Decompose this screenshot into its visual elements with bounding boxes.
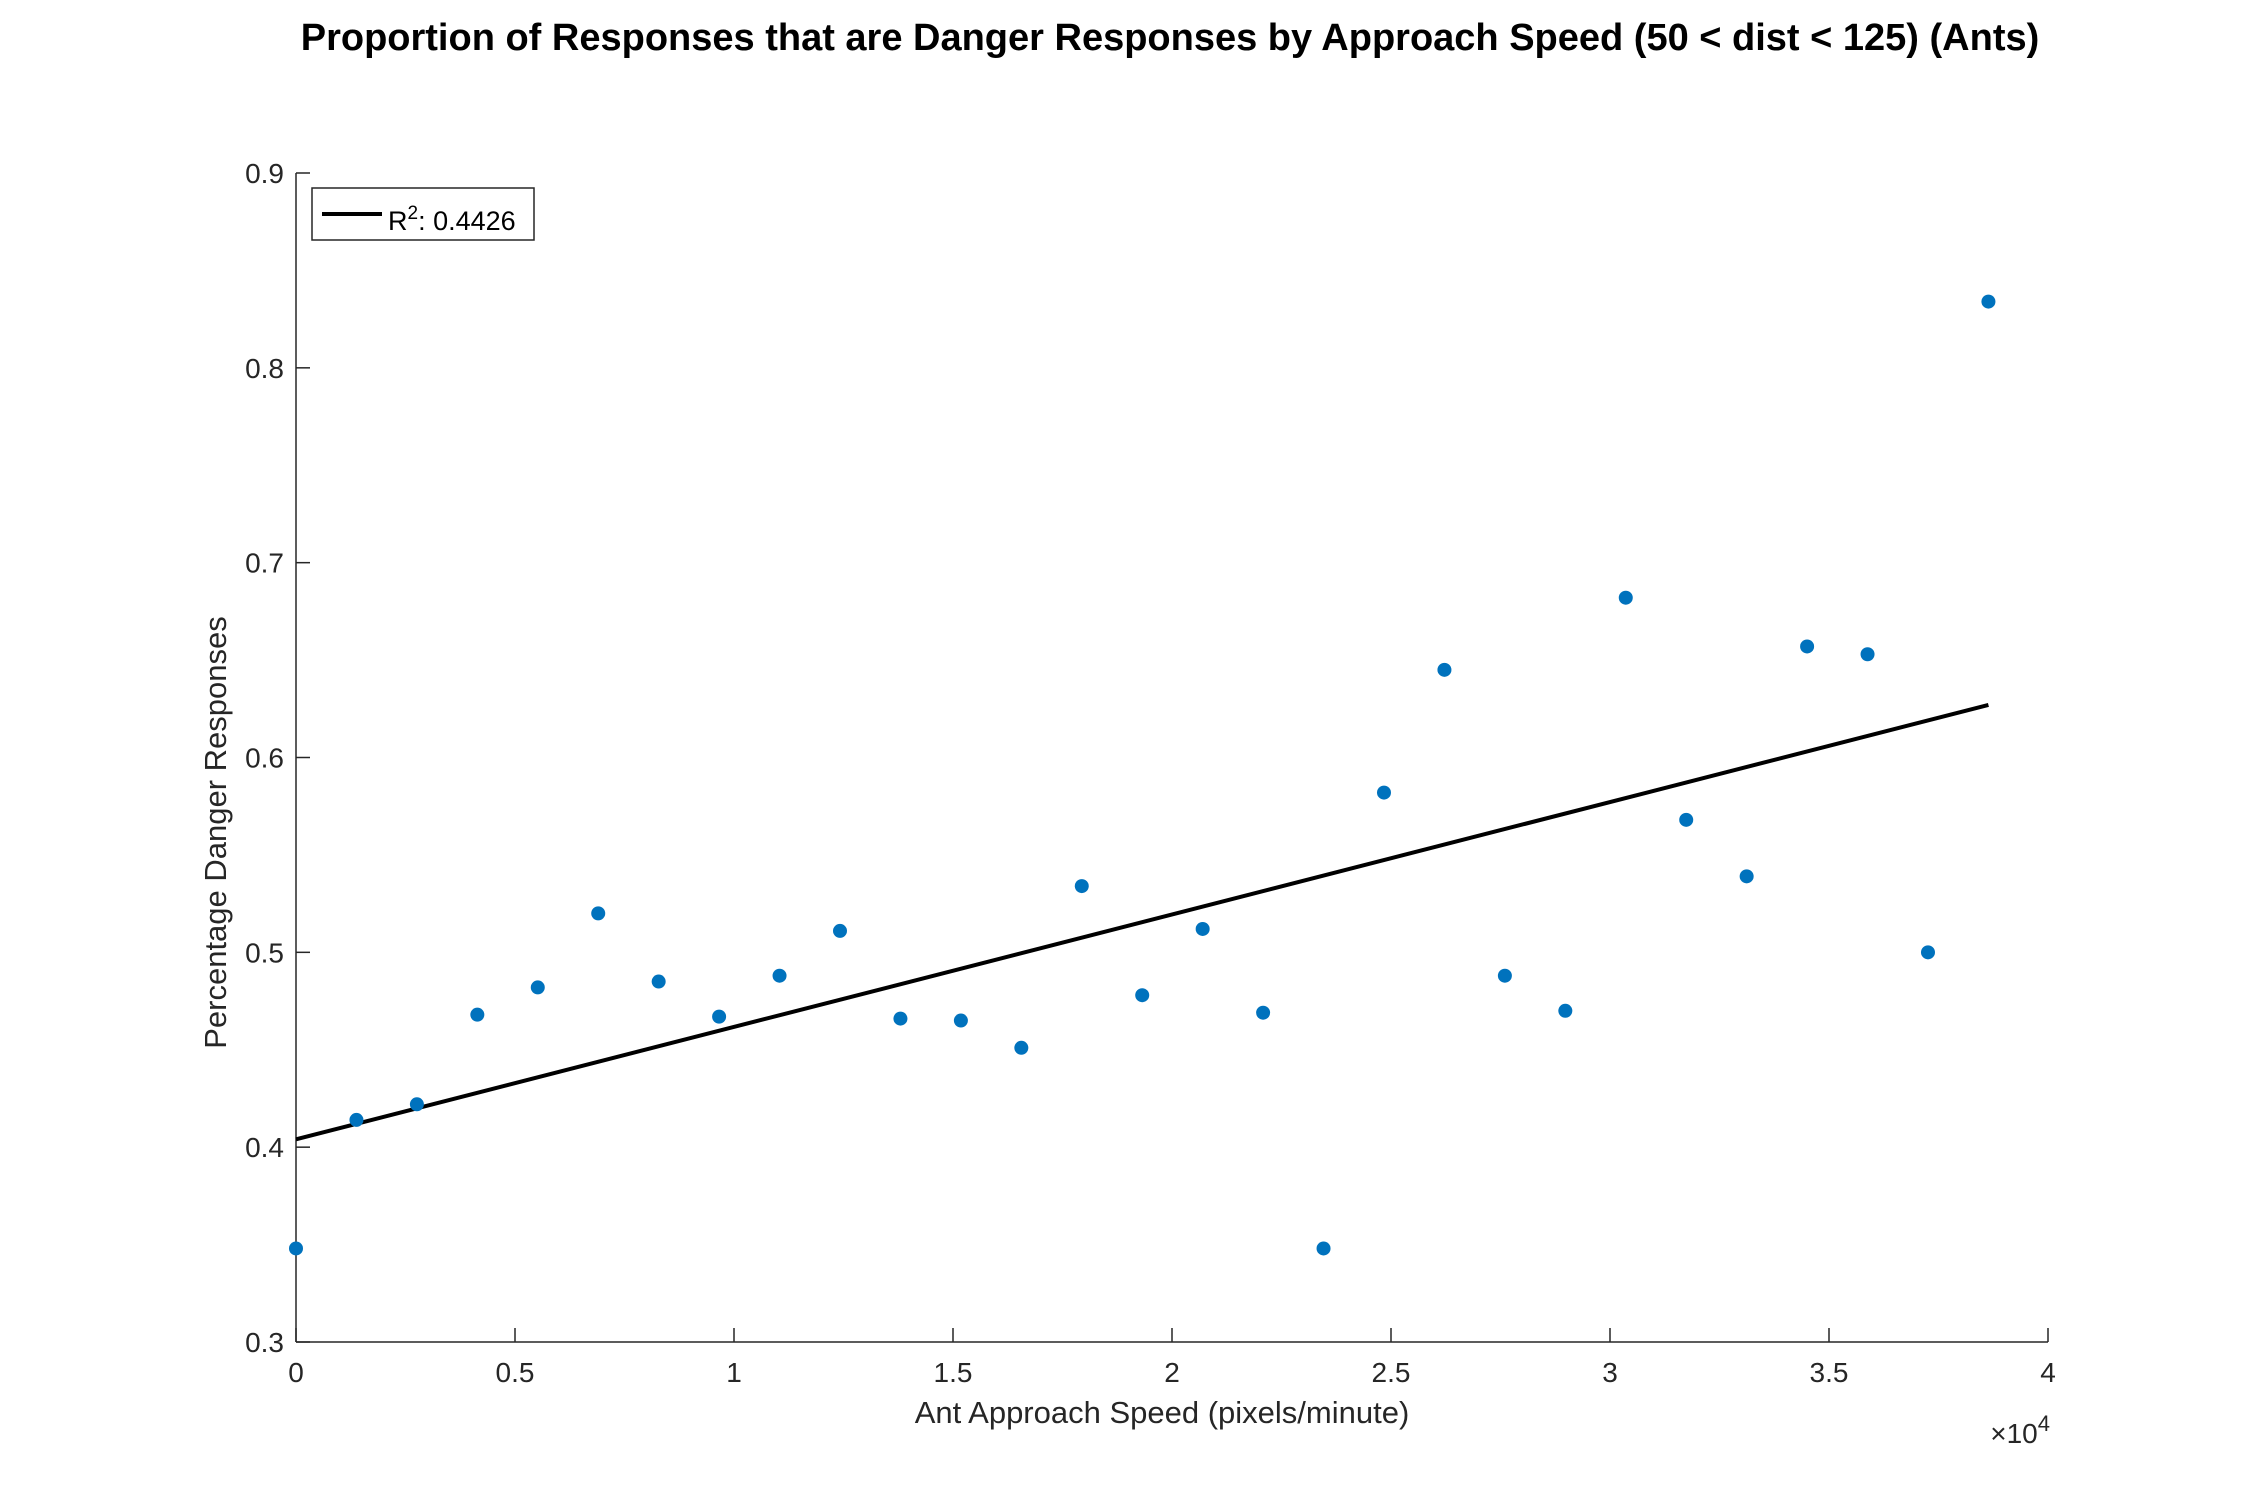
- data-points: [289, 294, 1996, 1256]
- data-point: [1074, 879, 1089, 894]
- data-point: [772, 968, 787, 983]
- data-point: [1800, 639, 1815, 654]
- x-tick-label: 3.5: [1810, 1357, 1849, 1388]
- x-tick-label: 1.5: [934, 1357, 973, 1388]
- data-point: [1256, 1005, 1271, 1020]
- data-point: [1135, 988, 1150, 1003]
- legend-label-suffix: : 0.4426: [418, 206, 516, 236]
- legend: R2: 0.4426: [311, 187, 535, 241]
- x-tick-label: 2.5: [1372, 1357, 1411, 1388]
- x-tick-label: 0.5: [496, 1357, 535, 1388]
- data-point: [1195, 921, 1210, 936]
- legend-box: [311, 187, 535, 241]
- data-point: [1497, 968, 1512, 983]
- x-ticks: 0 0.5 1 1.5 2 2.5 3 3.5 4: [288, 1328, 2056, 1388]
- data-point: [1860, 647, 1875, 662]
- x-tick-label: 2: [1164, 1357, 1180, 1388]
- legend-label-sup: 2: [408, 203, 419, 224]
- data-point: [953, 1013, 968, 1028]
- x-exponent-label: ×104: [1990, 1411, 2050, 1449]
- data-point: [1679, 812, 1694, 827]
- data-point: [591, 906, 606, 921]
- data-point: [712, 1009, 727, 1024]
- legend-label-prefix: R: [388, 206, 408, 236]
- y-ticks: 0.3 0.4 0.5 0.6 0.7 0.8 0.9: [245, 158, 310, 1358]
- data-point: [409, 1097, 424, 1112]
- y-tick-label: 0.6: [245, 743, 284, 774]
- data-point: [349, 1112, 364, 1127]
- chart-title: Proportion of Responses that are Danger …: [301, 17, 2040, 59]
- y-tick-label: 0.9: [245, 158, 284, 189]
- x-exponent-power: 4: [2038, 1411, 2050, 1436]
- y-tick-label: 0.8: [245, 353, 284, 384]
- y-tick-label: 0.7: [245, 548, 284, 579]
- y-tick-label: 0.5: [245, 937, 284, 968]
- data-point: [1981, 294, 1996, 309]
- x-tick-label: 1: [726, 1357, 742, 1388]
- x-tick-label: 3: [1602, 1357, 1618, 1388]
- x-exponent-base: ×10: [1990, 1418, 2038, 1449]
- data-point: [832, 923, 847, 938]
- legend-entry-label: R2: 0.4426: [388, 203, 516, 236]
- x-tick-label: 4: [2040, 1357, 2056, 1388]
- x-tick-label: 0: [288, 1357, 304, 1388]
- data-point: [1437, 662, 1452, 677]
- x-axis-label: Ant Approach Speed (pixels/minute): [915, 1395, 1410, 1430]
- fit-line-group: [295, 702, 1989, 1142]
- data-point: [1920, 945, 1935, 960]
- data-point: [1739, 869, 1754, 884]
- data-point: [530, 980, 545, 995]
- data-point: [1376, 785, 1391, 800]
- data-point: [893, 1011, 908, 1026]
- fit-line: [295, 702, 1989, 1142]
- data-point: [651, 974, 666, 989]
- y-tick-label: 0.4: [245, 1132, 284, 1163]
- data-point: [1618, 590, 1633, 605]
- data-point: [470, 1007, 485, 1022]
- data-point: [1316, 1241, 1331, 1256]
- data-point: [1014, 1040, 1029, 1055]
- y-tick-label: 0.3: [245, 1327, 284, 1358]
- y-axis-label: Percentage Danger Responses: [198, 616, 233, 1049]
- data-point: [289, 1241, 303, 1256]
- data-point: [1558, 1003, 1573, 1018]
